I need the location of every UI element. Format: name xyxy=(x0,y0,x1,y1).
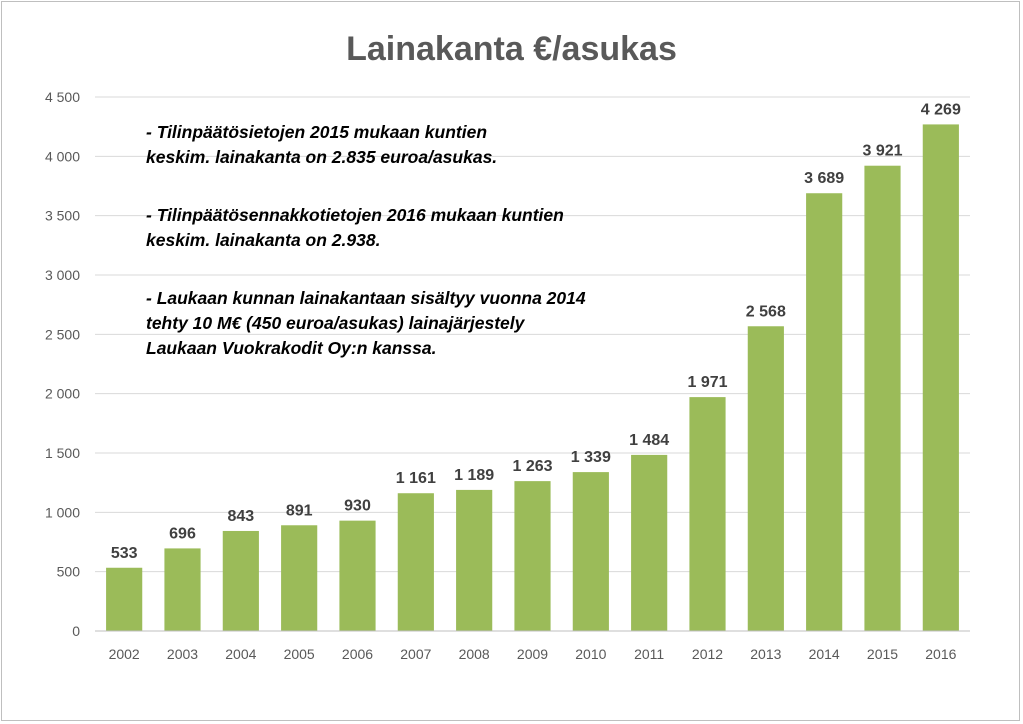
y-tick-label: 2 000 xyxy=(45,386,80,402)
bar xyxy=(456,489,493,631)
annotation-line: - Laukaan kunnan lainakantaan sisältyy v… xyxy=(146,288,586,308)
x-tick-label: 2013 xyxy=(750,646,781,662)
x-tick-label: 2010 xyxy=(575,646,606,662)
data-label: 533 xyxy=(111,545,138,562)
y-tick-label: 3 000 xyxy=(45,267,80,283)
x-tick-label: 2014 xyxy=(809,646,840,662)
bar xyxy=(806,193,843,632)
annotation-box: - Tilinpäätösietojen 2015 mukaan kuntien… xyxy=(146,120,706,361)
bar xyxy=(222,530,259,631)
annotation-line: keskim. lainakanta on 2.938. xyxy=(146,230,381,250)
bar xyxy=(281,525,318,631)
data-label: 3 921 xyxy=(862,143,902,160)
x-tick-label: 2015 xyxy=(867,646,898,662)
data-label: 930 xyxy=(344,498,371,515)
x-tick-label: 2004 xyxy=(225,646,256,662)
bar xyxy=(106,567,143,631)
data-label: 1 484 xyxy=(629,432,669,449)
x-tick-label: 2008 xyxy=(459,646,490,662)
y-tick-label: 2 500 xyxy=(45,326,80,342)
chart-title: Lainakanta €/asukas xyxy=(346,30,677,68)
data-label: 891 xyxy=(286,502,313,519)
y-tick-label: 1 000 xyxy=(45,504,80,520)
x-tick-label: 2006 xyxy=(342,646,373,662)
data-label: 4 269 xyxy=(921,101,961,118)
bar xyxy=(922,124,959,632)
data-label: 2 568 xyxy=(746,303,786,320)
bar xyxy=(514,481,551,631)
data-label: 843 xyxy=(227,508,254,525)
data-label: 1 161 xyxy=(396,470,436,487)
annotation-line: - Tilinpäätösennakkotietojen 2016 mukaan… xyxy=(146,205,564,225)
x-tick-label: 2005 xyxy=(284,646,315,662)
annotation-note-3: - Laukaan kunnan lainakantaan sisältyy v… xyxy=(146,286,706,361)
annotation-note-2: - Tilinpäätösennakkotietojen 2016 mukaan… xyxy=(146,203,706,253)
y-tick-label: 1 500 xyxy=(45,445,80,461)
y-tick-label: 0 xyxy=(72,623,80,639)
data-label: 1 339 xyxy=(571,449,611,466)
annotation-line: Laukaan Vuokrakodit Oy:n kanssa. xyxy=(146,338,437,358)
y-tick-label: 4 500 xyxy=(45,89,80,105)
bar xyxy=(631,454,668,631)
x-tick-label: 2007 xyxy=(400,646,431,662)
annotation-note-1: - Tilinpäätösietojen 2015 mukaan kuntien… xyxy=(146,120,706,170)
bar xyxy=(572,472,609,631)
y-tick-label: 3 500 xyxy=(45,208,80,224)
data-label: 3 689 xyxy=(804,170,844,187)
data-label: 1 189 xyxy=(454,467,494,484)
data-label: 1 971 xyxy=(687,374,727,391)
bar xyxy=(747,326,784,631)
x-tick-label: 2012 xyxy=(692,646,723,662)
x-tick-label: 2011 xyxy=(634,646,664,662)
x-tick-label: 2016 xyxy=(925,646,956,662)
data-label: 1 263 xyxy=(512,458,552,475)
x-tick-label: 2003 xyxy=(167,646,198,662)
bar xyxy=(689,397,726,631)
y-tick-label: 4 000 xyxy=(45,148,80,164)
bar xyxy=(164,548,201,631)
bar xyxy=(397,493,434,631)
annotation-line: keskim. lainakanta on 2.835 euroa/asukas… xyxy=(146,147,498,167)
annotation-line: - Tilinpäätösietojen 2015 mukaan kuntien xyxy=(146,122,488,142)
data-label: 696 xyxy=(169,525,196,542)
annotation-line: tehty 10 M€ (450 euroa/asukas) lainajärj… xyxy=(146,313,525,333)
y-tick-label: 500 xyxy=(57,564,81,580)
x-tick-label: 2009 xyxy=(517,646,548,662)
bar xyxy=(864,165,901,631)
bar xyxy=(339,520,376,631)
x-tick-label: 2002 xyxy=(109,646,140,662)
